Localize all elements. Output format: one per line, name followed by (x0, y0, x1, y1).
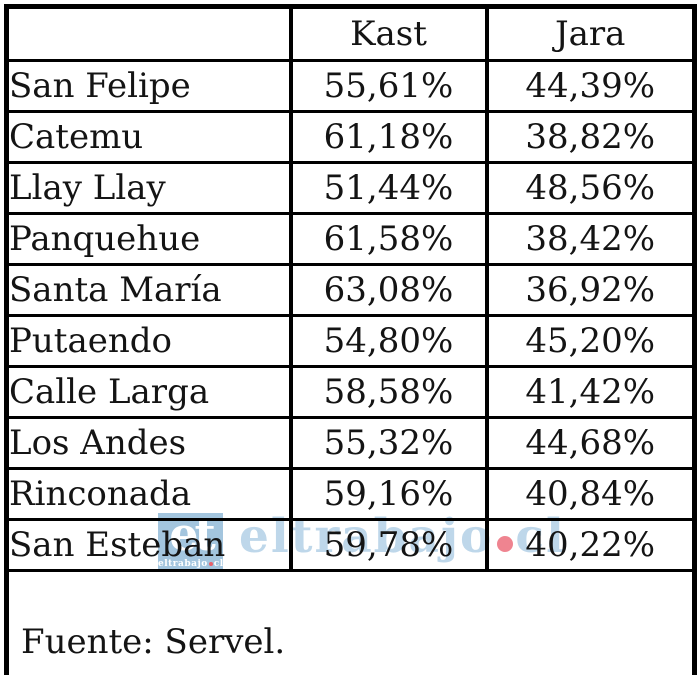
comuna-cell: Putaendo (4, 314, 293, 368)
comuna-cell: Calle Larga (4, 365, 293, 419)
jara-cell: 38,42% (484, 212, 697, 266)
source-note: Fuente: Servel. (4, 569, 697, 675)
comuna-cell: Rinconada (4, 467, 293, 521)
header-row: Kast Jara (4, 5, 697, 62)
table-row: Santa María 63,08% 36,92% (4, 263, 697, 317)
comuna-cell: Panquehue (4, 212, 293, 266)
kast-cell: 63,08% (288, 263, 489, 317)
header-comuna (4, 5, 293, 62)
comuna-cell: Llay Llay (4, 161, 293, 215)
kast-cell: 59,16% (288, 467, 489, 521)
jara-cell: 38,82% (484, 110, 697, 164)
jara-cell: 41,42% (484, 365, 697, 419)
jara-cell: 40,22% (484, 518, 697, 572)
table-row: Putaendo 54,80% 45,20% (4, 314, 697, 368)
table-row: Panquehue 61,58% 38,42% (4, 212, 697, 266)
comuna-cell: Santa María (4, 263, 293, 317)
kast-cell: 61,58% (288, 212, 489, 266)
table-row: Llay Llay 51,44% 48,56% (4, 161, 697, 215)
table-row: Rinconada 59,16% 40,84% (4, 467, 697, 521)
results-table: Kast Jara San Felipe 55,61% 44,39% Catemu 61… (4, 4, 697, 675)
jara-cell: 36,92% (484, 263, 697, 317)
table-row: San Esteban 59,78% 40,22% (4, 518, 697, 572)
table-row: Los Andes 55,32% 44,68% (4, 416, 697, 470)
comuna-cell: Catemu (4, 110, 293, 164)
table-row: Calle Larga 58,58% 41,42% (4, 365, 697, 419)
jara-cell: 40,84% (484, 467, 697, 521)
header-kast: Kast (288, 5, 489, 62)
jara-cell: 44,68% (484, 416, 697, 470)
jara-cell: 44,39% (484, 59, 697, 113)
kast-cell: 58,58% (288, 365, 489, 419)
kast-cell: 55,32% (288, 416, 489, 470)
table-row: Catemu 61,18% 38,82% (4, 110, 697, 164)
comuna-cell: San Esteban (4, 518, 293, 572)
kast-cell: 61,18% (288, 110, 489, 164)
footer-row: Fuente: Servel. (4, 569, 697, 675)
kast-cell: 55,61% (288, 59, 489, 113)
table-row: San Felipe 55,61% 44,39% (4, 59, 697, 113)
table-body: San Felipe 55,61% 44,39% Catemu 61,18% 38,82%… (4, 59, 697, 572)
jara-cell: 48,56% (484, 161, 697, 215)
jara-cell: 45,20% (484, 314, 697, 368)
kast-cell: 51,44% (288, 161, 489, 215)
comuna-cell: San Felipe (4, 59, 293, 113)
kast-cell: 54,80% (288, 314, 489, 368)
comuna-cell: Los Andes (4, 416, 293, 470)
header-jara: Jara (484, 5, 697, 62)
kast-cell: 59,78% (288, 518, 489, 572)
